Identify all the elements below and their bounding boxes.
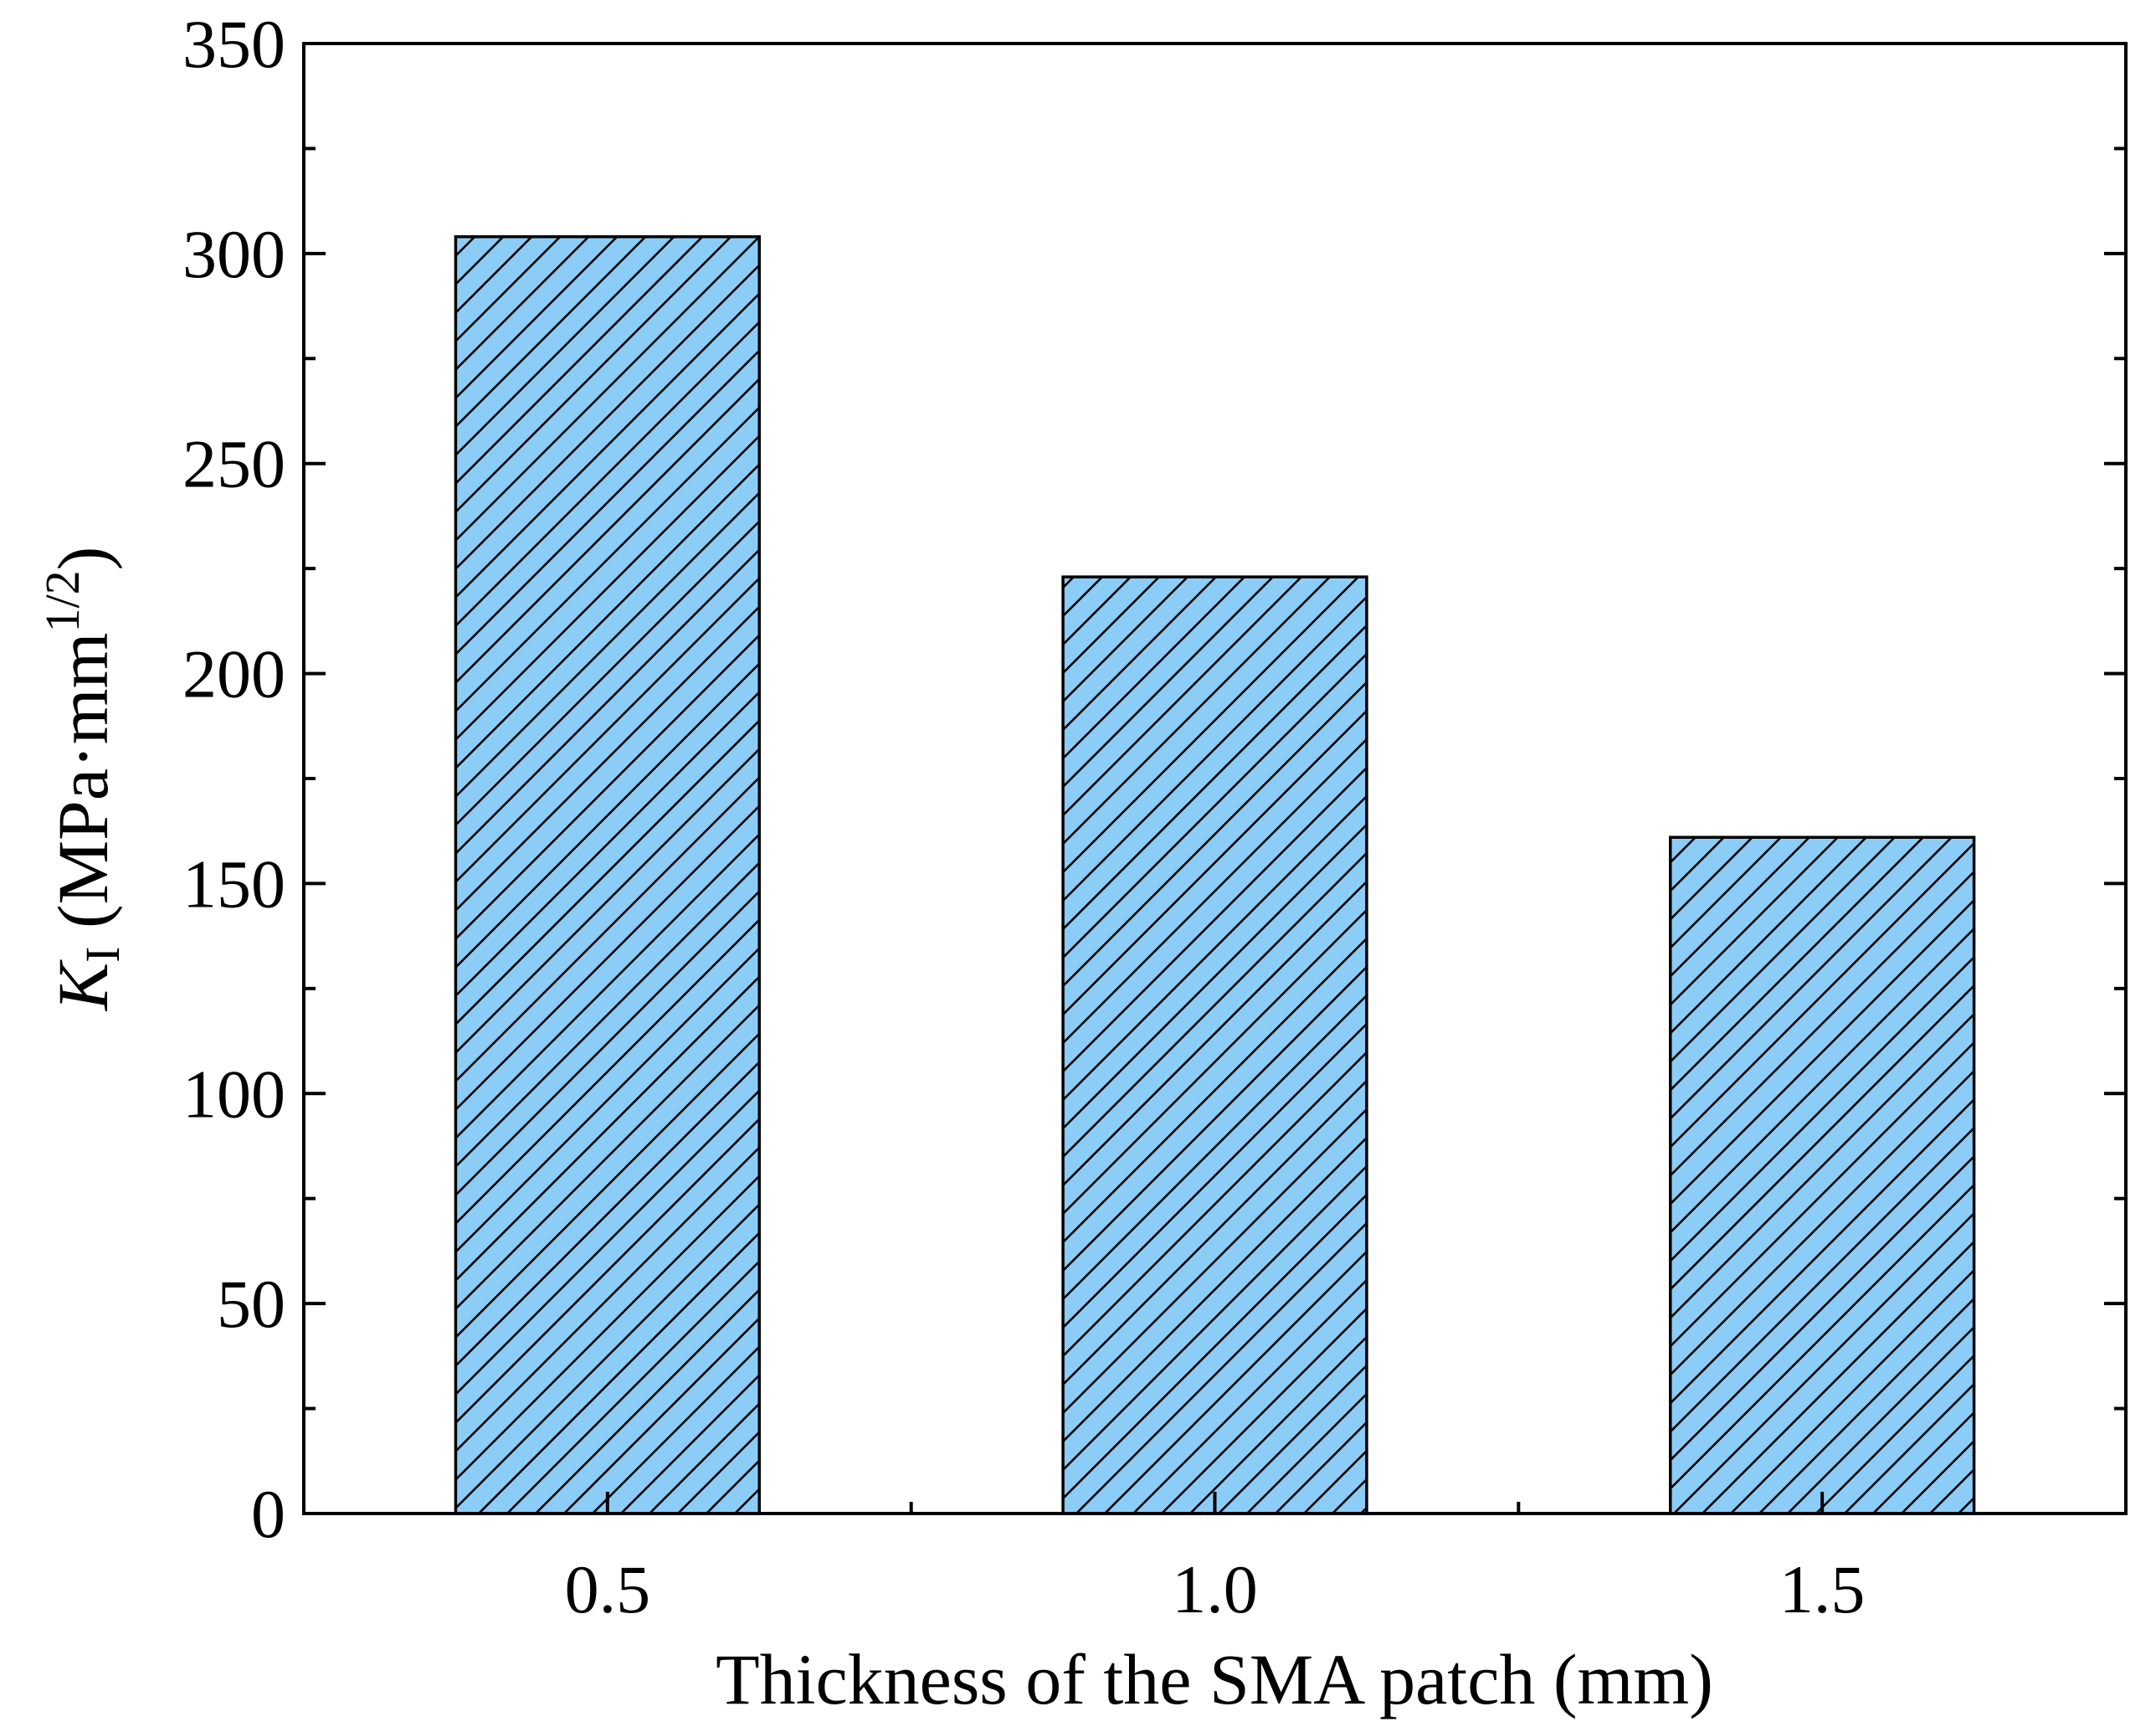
y-tick-label: 200 xyxy=(182,636,285,712)
x-tick-labels: 0.5 1.0 1.5 xyxy=(565,1551,1866,1627)
y-tick-label: 300 xyxy=(182,216,285,292)
y-tick-label: 100 xyxy=(182,1056,285,1132)
y-axis-symbol: K xyxy=(43,959,123,1012)
y-tick-label: 50 xyxy=(217,1266,285,1342)
plot-frame xyxy=(302,42,2128,1515)
x-tick-label: 1.5 xyxy=(1779,1551,1866,1627)
bar-1.0 xyxy=(1061,575,1368,1515)
bar-1.5 xyxy=(1669,835,1976,1515)
y-tick-label: 150 xyxy=(182,846,285,922)
y-axis-unit-open: (MPa·mm xyxy=(43,633,123,947)
y-tick-label: 250 xyxy=(182,426,285,502)
x-axis-title: Thickness of the SMA patch (mm) xyxy=(716,1639,1713,1719)
y-axis-subscript: I xyxy=(75,947,130,963)
y-tick-label: 0 xyxy=(251,1476,285,1552)
y-axis-title: KI (MPa·mm1/2) xyxy=(35,547,130,1013)
y-tick-labels: 0 50 100 150 200 250 300 350 xyxy=(182,6,285,1552)
bar-0.5 xyxy=(454,235,762,1515)
x-tick-label: 0.5 xyxy=(565,1551,651,1627)
y-axis-unit-superscript: 1/2 xyxy=(35,570,90,632)
y-axis-unit-close: ) xyxy=(43,547,123,571)
y-tick-label: 350 xyxy=(182,6,285,82)
bars-group xyxy=(454,235,1976,1515)
x-tick-label: 1.0 xyxy=(1172,1551,1258,1627)
